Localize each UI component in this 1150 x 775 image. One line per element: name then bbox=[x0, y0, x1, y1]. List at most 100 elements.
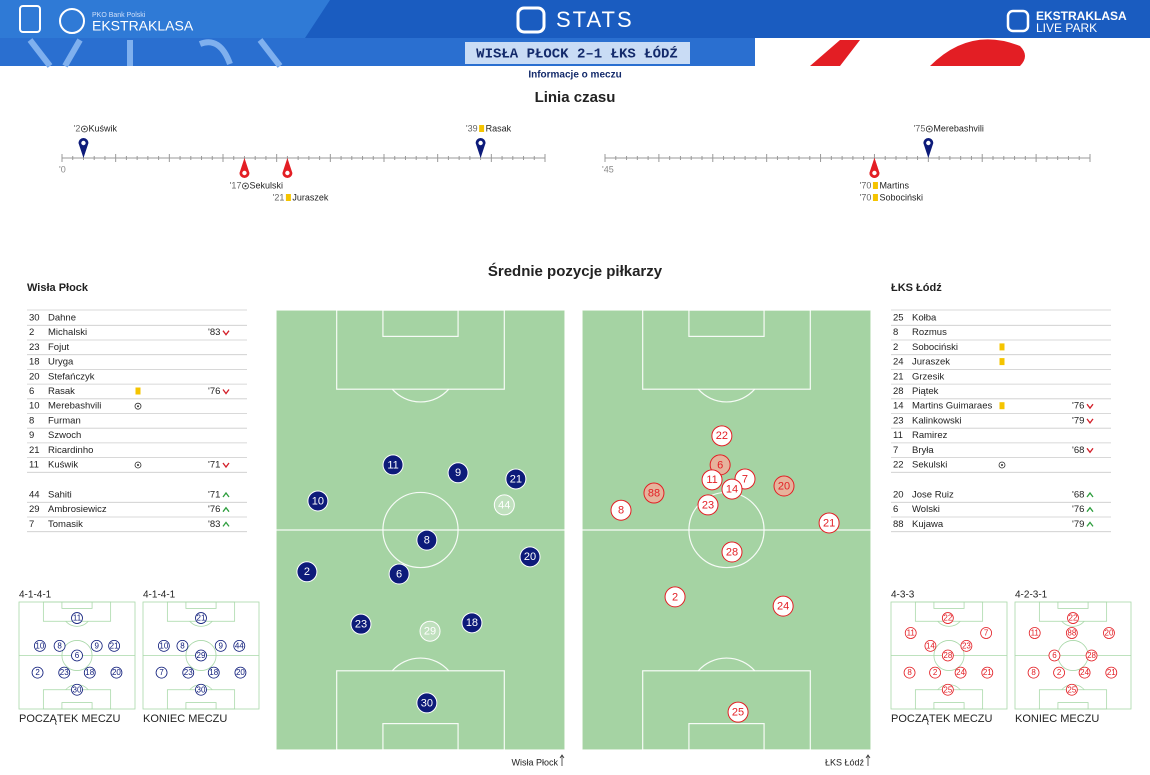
player-number: 11 bbox=[893, 430, 903, 441]
mini-player bbox=[71, 683, 83, 696]
player-dot-number: 23 bbox=[355, 619, 367, 631]
player-dot bbox=[461, 612, 483, 634]
player-name: Rozmus bbox=[912, 327, 947, 338]
player-number: 20 bbox=[893, 490, 904, 501]
event-player: Rasak bbox=[486, 123, 512, 133]
mini-player bbox=[1028, 627, 1041, 639]
yellow-card bbox=[999, 343, 1005, 351]
mini-player-number: 8 bbox=[57, 641, 62, 650]
banner-shapes bbox=[810, 39, 1025, 66]
event-player: Juraszek bbox=[292, 192, 329, 202]
mini-player-number: 29 bbox=[197, 651, 206, 660]
player-name: Fojut bbox=[48, 342, 69, 353]
player-dot-number: 30 bbox=[421, 697, 433, 709]
player-dot bbox=[643, 482, 665, 504]
sub-arrow bbox=[1086, 403, 1094, 410]
live-park-2: LIVE PARK bbox=[1036, 21, 1097, 35]
mini-player bbox=[1053, 666, 1065, 679]
mini-player bbox=[155, 666, 168, 679]
player-name: Kujawa bbox=[912, 519, 944, 530]
player-dot-number: 24 bbox=[777, 601, 789, 613]
stats-icon bbox=[516, 6, 546, 34]
yellow-card bbox=[285, 194, 291, 201]
player-number: 2 bbox=[29, 327, 34, 338]
sub-minute: '76 bbox=[1072, 401, 1084, 412]
player-number: 21 bbox=[29, 445, 40, 456]
player-number: 24 bbox=[893, 357, 904, 368]
goal-area bbox=[61, 601, 93, 609]
mini-player bbox=[214, 639, 227, 652]
player-name: Kalinkowski bbox=[912, 415, 962, 426]
player-dot-number: 8 bbox=[618, 505, 624, 517]
player-name: Wolski bbox=[912, 504, 940, 515]
league-logo bbox=[59, 8, 85, 34]
team-name: Wisła Płock bbox=[27, 282, 89, 294]
mini-player-number: 8 bbox=[907, 668, 912, 677]
player-dot bbox=[419, 620, 441, 642]
penalty-arc bbox=[697, 657, 756, 672]
player-dot-number: 11 bbox=[706, 474, 717, 486]
mini-player-number: 2 bbox=[1057, 668, 1062, 677]
match-title: WISŁA PŁOCK 2–1 ŁKS ŁÓDŹ bbox=[476, 45, 678, 63]
direction-arrow bbox=[559, 754, 565, 766]
event-player: Kuświk bbox=[88, 123, 117, 133]
player-dot-number: 2 bbox=[672, 591, 678, 603]
player-name: Merebashvili bbox=[48, 401, 101, 412]
player-dot bbox=[416, 529, 438, 551]
player-dot bbox=[711, 425, 733, 447]
mini-player bbox=[941, 649, 954, 662]
subtitle: Informacje o meczu bbox=[528, 70, 621, 81]
mini-player bbox=[195, 612, 207, 624]
player-name: Stefańczyk bbox=[48, 371, 95, 382]
player-name: Michalski bbox=[48, 327, 87, 338]
player-number: 7 bbox=[893, 445, 898, 456]
goal-area bbox=[688, 722, 765, 751]
player-name: Martins Guimaraes bbox=[912, 401, 992, 412]
mini-player-number: 20 bbox=[112, 668, 121, 677]
mini-player-number: 23 bbox=[184, 668, 193, 677]
player-dot bbox=[505, 468, 527, 490]
center-circle bbox=[382, 491, 459, 569]
player-dot-number: 8 bbox=[424, 535, 430, 547]
player-dot-number: 25 bbox=[732, 707, 744, 719]
sub-minute: '76 bbox=[208, 386, 220, 397]
mini-player bbox=[1105, 666, 1118, 679]
player-name: Tomasik bbox=[48, 519, 83, 530]
banner-pattern bbox=[27, 38, 283, 68]
event-pin bbox=[475, 138, 486, 158]
mini-player bbox=[234, 666, 247, 679]
mini-player-number: 8 bbox=[180, 641, 185, 650]
player-number: 21 bbox=[893, 371, 904, 382]
player-name: Piątek bbox=[912, 386, 939, 397]
mini-player-number: 22 bbox=[943, 614, 952, 623]
sub-minute: '71 bbox=[208, 490, 220, 501]
event-pin bbox=[869, 158, 880, 179]
mini-player bbox=[981, 666, 994, 679]
player-dot bbox=[697, 494, 719, 516]
goal-area bbox=[382, 309, 459, 337]
player-dot bbox=[721, 541, 743, 563]
sub-minute: '71 bbox=[208, 460, 220, 471]
mini-player-number: 20 bbox=[1105, 629, 1114, 638]
mini-player-number: 14 bbox=[926, 641, 935, 650]
player-name: Sahiti bbox=[48, 490, 72, 501]
player-dot bbox=[388, 563, 410, 585]
player-dot bbox=[610, 499, 632, 521]
penalty-arc bbox=[1061, 620, 1085, 627]
mini-player bbox=[71, 612, 83, 624]
player-number: 25 bbox=[893, 313, 904, 324]
sub-arrow bbox=[1086, 447, 1094, 454]
player-dot bbox=[350, 613, 372, 635]
mini-player bbox=[954, 666, 967, 679]
player-number: 88 bbox=[893, 519, 904, 530]
mini-player-number: 23 bbox=[962, 641, 971, 650]
player-number: 28 bbox=[893, 386, 904, 397]
player-name: Sekulski bbox=[912, 460, 947, 471]
formation-caption: POCZĄTEK MECZU bbox=[19, 713, 121, 725]
center-circle bbox=[61, 640, 93, 671]
player-dot-number: 2 bbox=[304, 566, 310, 578]
mini-player-number: 10 bbox=[159, 641, 168, 650]
mini-player-number: 88 bbox=[1067, 629, 1076, 638]
player-number: 6 bbox=[29, 386, 34, 397]
player-name: Jose Ruiz bbox=[912, 490, 954, 501]
